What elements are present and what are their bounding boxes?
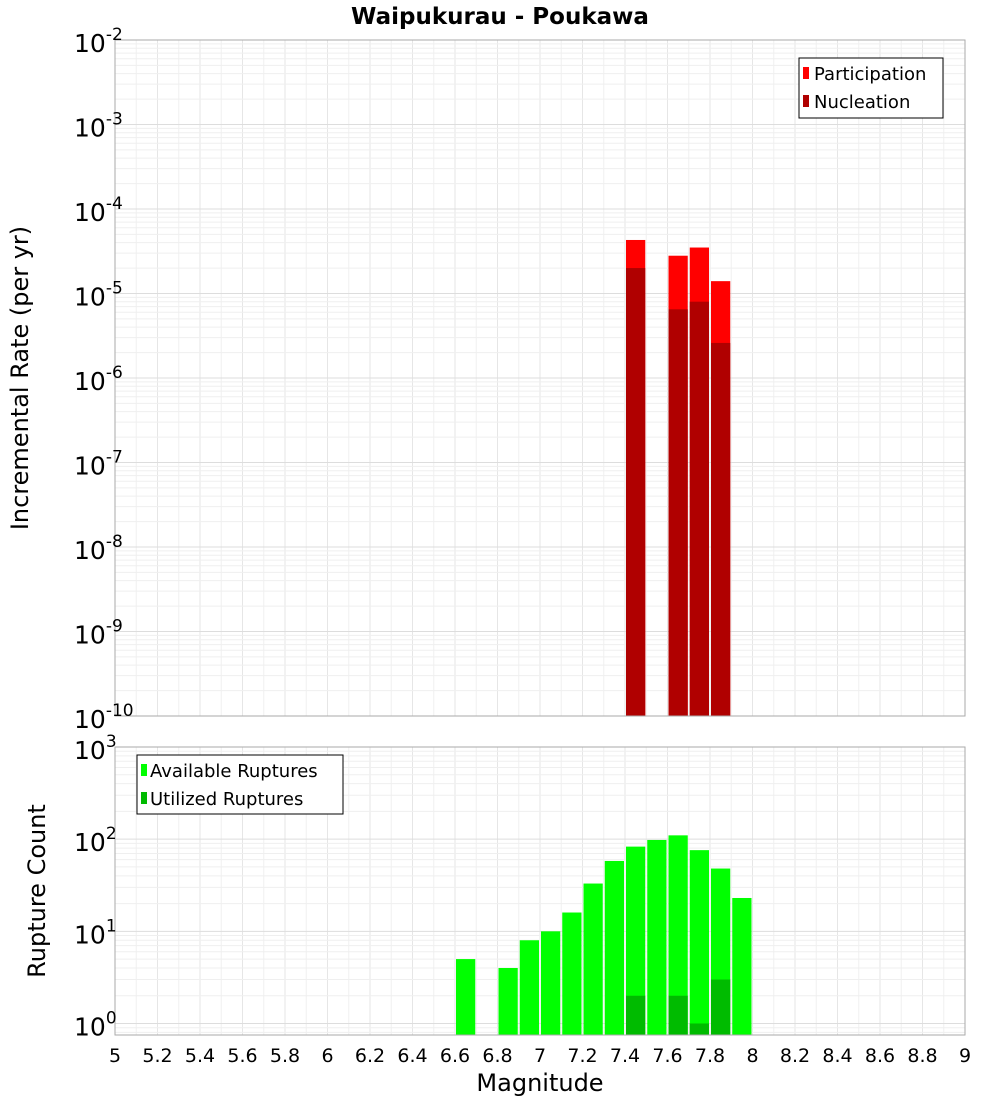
top-panel-frame xyxy=(114,39,966,717)
x-tick-label: 7.8 xyxy=(695,1045,725,1067)
bottom-bar-available-ruptures xyxy=(456,959,476,1035)
bottom-bar-available-ruptures xyxy=(689,850,709,1035)
bottom-y-tick-label: 103 xyxy=(74,732,117,765)
top-bar-nucleation xyxy=(711,342,731,716)
x-tick-label: 5.8 xyxy=(270,1045,300,1067)
legend-swatch-nucleation xyxy=(803,95,809,107)
bottom-legend-box xyxy=(136,754,344,815)
bottom-bar-utilized-ruptures xyxy=(668,995,688,1035)
x-tick-labels: 5 5.2 5.4 5.6 5.8 6 6.2 6.4 6.6 6.8 7 7.2 7.4 7.6 7.8 8… xyxy=(109,1045,971,1067)
x-tick-label: 8.2 xyxy=(780,1045,810,1067)
x-tick-label: 5.4 xyxy=(185,1045,215,1067)
top-legend-box xyxy=(798,57,944,119)
x-tick-label: 6.4 xyxy=(397,1045,427,1067)
bottom-bar-available-ruptures xyxy=(583,883,603,1035)
bottom-bar-available-ruptures xyxy=(562,912,582,1035)
legend-label-nucleation: Nucleation xyxy=(814,92,910,113)
bottom-y-tick-labels: 100 101 102 103 xyxy=(74,732,117,1041)
top-y-tick-label: 10-4 xyxy=(74,194,123,227)
bottom-bar-available-ruptures xyxy=(498,967,518,1035)
bottom-bar-available-ruptures xyxy=(541,931,561,1035)
bottom-y-axis-label: Rupture Count xyxy=(23,804,51,978)
top-panel-grid xyxy=(114,39,966,717)
top-y-tick-label: 10-10 xyxy=(74,701,134,734)
bottom-y-tick-label: 102 xyxy=(74,824,117,857)
bottom-panel-grid xyxy=(114,746,966,1035)
legend-label-participation: Participation xyxy=(814,64,926,85)
x-tick-label: 6.8 xyxy=(482,1045,512,1067)
x-tick-label: 8.6 xyxy=(865,1045,895,1067)
legend-swatch-utilized-ruptures xyxy=(141,792,147,804)
bottom-bar-available-ruptures xyxy=(604,860,624,1035)
bottom-bar-available-ruptures xyxy=(647,839,667,1035)
bottom-panel-frame xyxy=(114,746,966,1036)
x-tick-label: 7.6 xyxy=(652,1045,682,1067)
top-y-tick-label: 10-6 xyxy=(74,363,123,396)
bottom-y-tick-label: 100 xyxy=(74,1008,117,1041)
x-tick-label: 6.2 xyxy=(355,1045,385,1067)
legend-label-available-ruptures: Available Ruptures xyxy=(150,761,318,782)
bottom-bar-available-ruptures xyxy=(519,940,539,1035)
x-tick-label: 5 xyxy=(109,1045,121,1067)
x-tick-label: 8.8 xyxy=(907,1045,937,1067)
x-tick-label: 8.4 xyxy=(822,1045,852,1067)
bottom-bar-available-ruptures xyxy=(668,835,688,1035)
top-y-tick-label: 10-3 xyxy=(74,110,123,143)
legend-swatch-available-ruptures xyxy=(141,764,147,776)
top-y-tick-label: 10-9 xyxy=(74,617,123,650)
bottom-bar-available-ruptures xyxy=(626,846,646,1035)
legend-swatch-participation xyxy=(803,67,809,79)
top-y-tick-label: 10-5 xyxy=(74,279,123,312)
top-panel-bars xyxy=(626,239,731,716)
x-tick-label: 7 xyxy=(534,1045,546,1067)
chart-title: Waipukurau - Poukawa xyxy=(351,4,649,30)
x-tick-label: 6 xyxy=(321,1045,333,1067)
x-tick-label: 7.2 xyxy=(567,1045,597,1067)
top-y-tick-label: 10-8 xyxy=(74,532,123,565)
top-y-tick-labels: 10-10 10-9 10-8 10-7 10-6 10-5 10-4 10-3 10-2 xyxy=(74,25,134,734)
legend-label-utilized-ruptures: Utilized Ruptures xyxy=(150,789,303,810)
top-y-tick-label: 10-2 xyxy=(74,25,123,58)
x-tick-label: 9 xyxy=(959,1045,971,1067)
bottom-legend: Available Ruptures Utilized Ruptures xyxy=(136,754,344,815)
bottom-bar-available-ruptures xyxy=(732,897,752,1035)
top-bar-nucleation xyxy=(668,309,688,716)
top-bar-nucleation xyxy=(626,268,646,716)
bottom-bar-utilized-ruptures xyxy=(626,995,646,1035)
x-tick-label: 5.6 xyxy=(227,1045,257,1067)
top-y-axis-label: Incremental Rate (per yr) xyxy=(6,226,34,530)
bottom-y-tick-label: 101 xyxy=(74,916,117,949)
bottom-bar-utilized-ruptures xyxy=(689,1023,709,1035)
x-tick-label: 5.2 xyxy=(142,1045,172,1067)
x-tick-label: 6.6 xyxy=(440,1045,470,1067)
x-tick-label: 8 xyxy=(746,1045,758,1067)
x-tick-label: 7.4 xyxy=(610,1045,640,1067)
top-y-tick-label: 10-7 xyxy=(74,448,123,481)
top-legend: Participation Nucleation xyxy=(798,57,944,119)
top-bar-nucleation xyxy=(689,301,709,716)
bottom-panel-bars xyxy=(456,835,752,1035)
x-axis-label: Magnitude xyxy=(476,1069,603,1097)
bottom-bar-utilized-ruptures xyxy=(711,979,731,1035)
